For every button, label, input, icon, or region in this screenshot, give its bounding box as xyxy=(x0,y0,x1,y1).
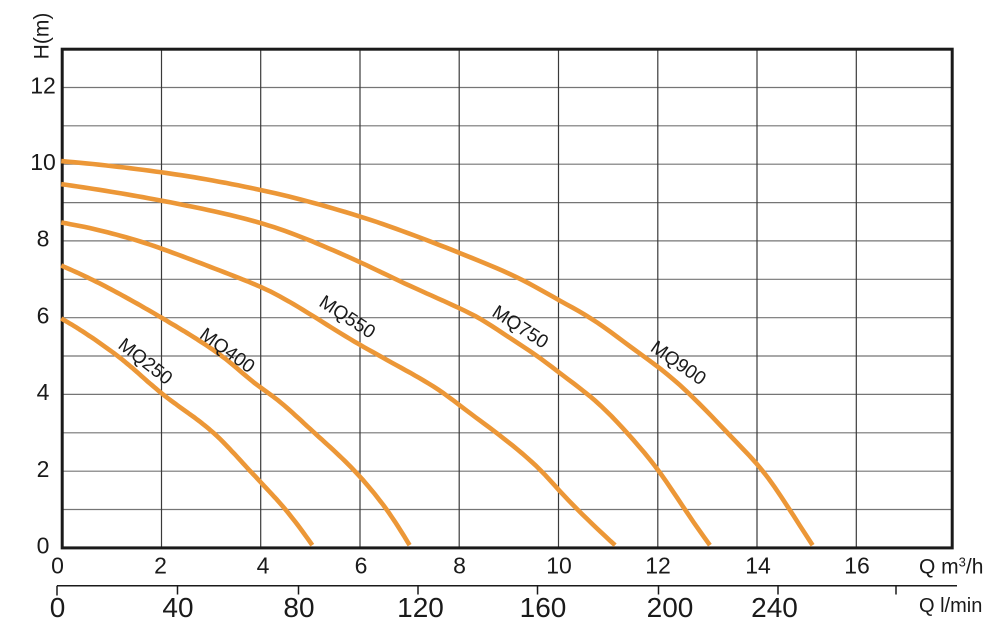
svg-text:240: 240 xyxy=(751,592,798,623)
svg-text:200: 200 xyxy=(647,592,694,623)
svg-text:0: 0 xyxy=(51,553,64,579)
svg-text:6: 6 xyxy=(37,303,50,329)
svg-text:14: 14 xyxy=(745,553,771,579)
svg-text:40: 40 xyxy=(162,592,193,623)
svg-text:H(m): H(m) xyxy=(31,13,54,60)
svg-text:12: 12 xyxy=(30,72,56,98)
svg-text:16: 16 xyxy=(844,553,870,579)
svg-text:4: 4 xyxy=(257,553,270,579)
svg-text:10: 10 xyxy=(30,149,56,175)
svg-text:2: 2 xyxy=(37,456,50,482)
svg-text:80: 80 xyxy=(283,592,314,623)
svg-text:2: 2 xyxy=(154,553,167,579)
svg-text:4: 4 xyxy=(37,379,50,405)
svg-text:Q m3/h: Q m3/h xyxy=(919,555,983,579)
svg-text:8: 8 xyxy=(453,553,466,579)
svg-text:Q l/min: Q l/min xyxy=(919,595,982,617)
svg-text:160: 160 xyxy=(520,592,567,623)
svg-text:8: 8 xyxy=(37,226,50,252)
svg-text:0: 0 xyxy=(50,592,66,623)
svg-text:10: 10 xyxy=(546,553,572,579)
svg-text:6: 6 xyxy=(355,553,368,579)
svg-text:120: 120 xyxy=(397,592,444,623)
svg-text:12: 12 xyxy=(645,553,671,579)
svg-text:0: 0 xyxy=(37,533,50,559)
